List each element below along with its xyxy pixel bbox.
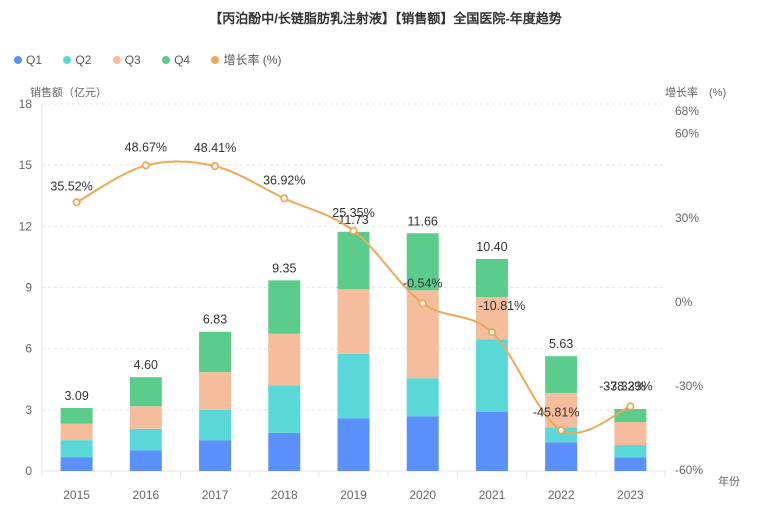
svg-text:-10.81%: -10.81% — [479, 299, 526, 313]
svg-text:2015: 2015 — [63, 488, 90, 502]
svg-text:6: 6 — [25, 342, 32, 356]
svg-text:2022: 2022 — [548, 488, 575, 502]
svg-text:60%: 60% — [675, 127, 699, 141]
svg-text:15: 15 — [19, 158, 33, 172]
svg-text:0: 0 — [25, 464, 32, 478]
svg-text:-0.54%: -0.54% — [403, 276, 443, 290]
svg-text:35.52%: 35.52% — [50, 179, 92, 193]
svg-text:2018: 2018 — [271, 488, 298, 502]
svg-text:0%: 0% — [675, 295, 693, 309]
svg-text:9.35: 9.35 — [272, 261, 296, 275]
svg-text:2016: 2016 — [132, 488, 159, 502]
svg-text:48.67%: 48.67% — [125, 140, 167, 154]
svg-text:-30%: -30% — [675, 379, 703, 393]
svg-text:-60%: -60% — [675, 463, 703, 477]
svg-text:9: 9 — [25, 281, 32, 295]
svg-text:-45.81%: -45.81% — [533, 405, 580, 419]
svg-text:2019: 2019 — [340, 488, 367, 502]
svg-text:2020: 2020 — [409, 488, 436, 502]
svg-text:36.92%: 36.92% — [263, 173, 305, 187]
svg-text:4.60: 4.60 — [134, 358, 158, 372]
svg-text:25.35%: 25.35% — [332, 206, 374, 220]
svg-text:6.83: 6.83 — [203, 313, 227, 327]
svg-text:2021: 2021 — [479, 488, 506, 502]
svg-text:3: 3 — [25, 403, 32, 417]
svg-text:18: 18 — [19, 97, 33, 111]
svg-text:10.40: 10.40 — [476, 240, 507, 254]
svg-text:11.66: 11.66 — [408, 214, 438, 228]
svg-text:2017: 2017 — [202, 488, 229, 502]
svg-text:68%: 68% — [675, 104, 699, 118]
svg-text:3.09: 3.09 — [64, 389, 88, 403]
svg-text:30%: 30% — [675, 211, 699, 225]
svg-text:-38.23%: -38.23% — [606, 380, 653, 394]
svg-text:2023: 2023 — [617, 488, 644, 502]
svg-text:5.63: 5.63 — [549, 337, 573, 351]
svg-text:12: 12 — [19, 219, 33, 233]
svg-text:48.41%: 48.41% — [194, 141, 236, 155]
